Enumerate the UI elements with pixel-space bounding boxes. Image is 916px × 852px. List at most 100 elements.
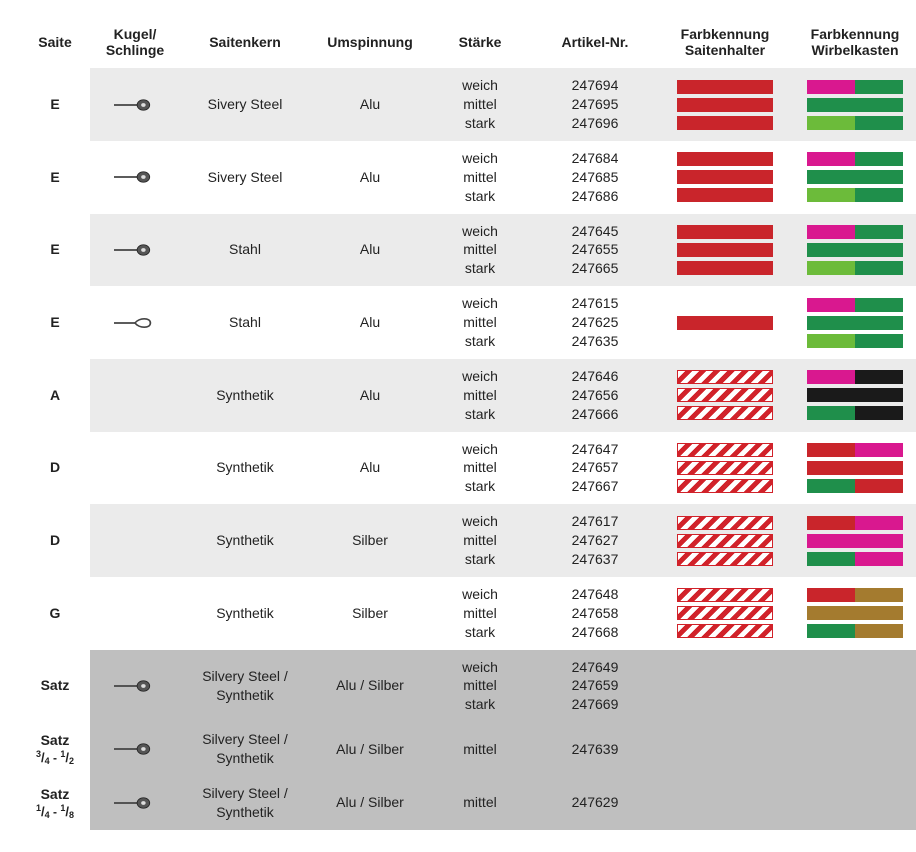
color-swatch [807,443,903,457]
cell-saite: G [20,577,90,650]
color-swatch [807,243,903,257]
cell-artikel: 247645247655247665 [530,214,660,287]
cell-saite: E [20,141,90,214]
table-row: E Sivery SteelAluweichmittelstark2476842… [20,141,916,214]
cell-artikel: 247648247658247668 [530,577,660,650]
th-fb-wirbelkasten: FarbkennungWirbelkasten [790,20,916,68]
cell-saitenkern: Synthetik [180,432,310,505]
color-swatch [677,316,773,330]
cell-kugel-schlinge [90,504,180,577]
table-row: Satz1/4 - 1/8 Silvery Steel /SynthetikAl… [20,776,916,830]
color-swatch-hatched [677,443,773,457]
cell-farbkennung-saitenhalter [660,141,790,214]
table-row: E StahlAluweichmittelstark24764524765524… [20,214,916,287]
cell-kugel-schlinge [90,577,180,650]
color-swatch [807,588,903,602]
th-saite: Saite [20,20,90,68]
color-swatch [677,225,773,239]
color-swatch [807,388,903,402]
cell-artikel: 247639 [530,722,660,776]
cell-farbkennung-saitenhalter [660,286,790,359]
color-swatch-hatched [677,461,773,475]
color-swatch-hatched [677,370,773,384]
cell-staerke: mittel [430,722,530,776]
cell-umspinnung: Alu [310,286,430,359]
th-artikel: Artikel-Nr. [530,20,660,68]
color-swatch [677,243,773,257]
cell-farbkennung-wirbelkasten [790,214,916,287]
table-row: E StahlAluweichmittelstark24761524762524… [20,286,916,359]
cell-saitenkern: Synthetik [180,504,310,577]
cell-saite: E [20,286,90,359]
cell-farbkennung-wirbelkasten [790,141,916,214]
cell-kugel-schlinge [90,68,180,141]
color-swatch [807,298,903,312]
color-swatch [807,624,903,638]
table-row: ASynthetikAluweichmittelstark24764624765… [20,359,916,432]
cell-saite: E [20,214,90,287]
table-row: E Sivery SteelAluweichmittelstark2476942… [20,68,916,141]
cell-artikel: 247647247657247667 [530,432,660,505]
cell-artikel: 247646247656247666 [530,359,660,432]
cell-artikel: 247649247659247669 [530,650,660,723]
cell-saitenkern: Sivery Steel [180,141,310,214]
color-swatch-hatched [677,588,773,602]
cell-farbkennung-saitenhalter [660,722,790,776]
cell-umspinnung: Alu / Silber [310,776,430,830]
cell-farbkennung-wirbelkasten [790,722,916,776]
loop-end-icon [114,313,156,333]
cell-staerke: weichmittelstark [430,577,530,650]
color-swatch [807,552,903,566]
strings-table: Saite Kugel/Schlinge Saitenkern Umspinnu… [20,20,916,830]
color-swatch-hatched [677,406,773,420]
color-swatch [677,188,773,202]
cell-farbkennung-saitenhalter [660,504,790,577]
color-swatch [807,606,903,620]
color-swatch [807,534,903,548]
cell-umspinnung: Alu [310,432,430,505]
cell-farbkennung-saitenhalter [660,214,790,287]
table-row: Satz Silvery Steel /SynthetikAlu / Silbe… [20,650,916,723]
cell-staerke: weichmittelstark [430,650,530,723]
cell-saitenkern: Silvery Steel /Synthetik [180,776,310,830]
cell-umspinnung: Alu / Silber [310,722,430,776]
cell-kugel-schlinge [90,432,180,505]
cell-farbkennung-saitenhalter [660,432,790,505]
color-swatch [677,152,773,166]
color-swatch [807,406,903,420]
cell-farbkennung-wirbelkasten [790,286,916,359]
cell-farbkennung-saitenhalter [660,776,790,830]
color-swatch [807,261,903,275]
ball-end-icon [114,240,156,260]
color-swatch [677,261,773,275]
cell-kugel-schlinge [90,650,180,723]
color-swatch [677,98,773,112]
cell-artikel: 247615247625247635 [530,286,660,359]
cell-kugel-schlinge [90,359,180,432]
header-row: Saite Kugel/Schlinge Saitenkern Umspinnu… [20,20,916,68]
color-swatch [807,116,903,130]
cell-kugel-schlinge [90,722,180,776]
color-swatch [807,225,903,239]
color-swatch-hatched [677,552,773,566]
color-swatch [807,98,903,112]
color-swatch-hatched [677,624,773,638]
cell-saitenkern: Silvery Steel /Synthetik [180,722,310,776]
th-kugel: Kugel/Schlinge [90,20,180,68]
color-swatch [807,370,903,384]
ball-end-icon [114,739,156,759]
table-row: Satz3/4 - 1/2 Silvery Steel /SynthetikAl… [20,722,916,776]
cell-farbkennung-wirbelkasten [790,504,916,577]
cell-saitenkern: Synthetik [180,359,310,432]
cell-umspinnung: Alu [310,141,430,214]
color-swatch-hatched [677,534,773,548]
color-swatch [807,461,903,475]
color-swatch [807,188,903,202]
cell-saitenkern: Sivery Steel [180,68,310,141]
color-swatch [677,80,773,94]
table-row: DSynthetikSilberweichmittelstark24761724… [20,504,916,577]
th-fb-saitenhalter: FarbkennungSaitenhalter [660,20,790,68]
color-swatch-hatched [677,606,773,620]
cell-farbkennung-saitenhalter [660,650,790,723]
cell-staerke: weichmittelstark [430,432,530,505]
